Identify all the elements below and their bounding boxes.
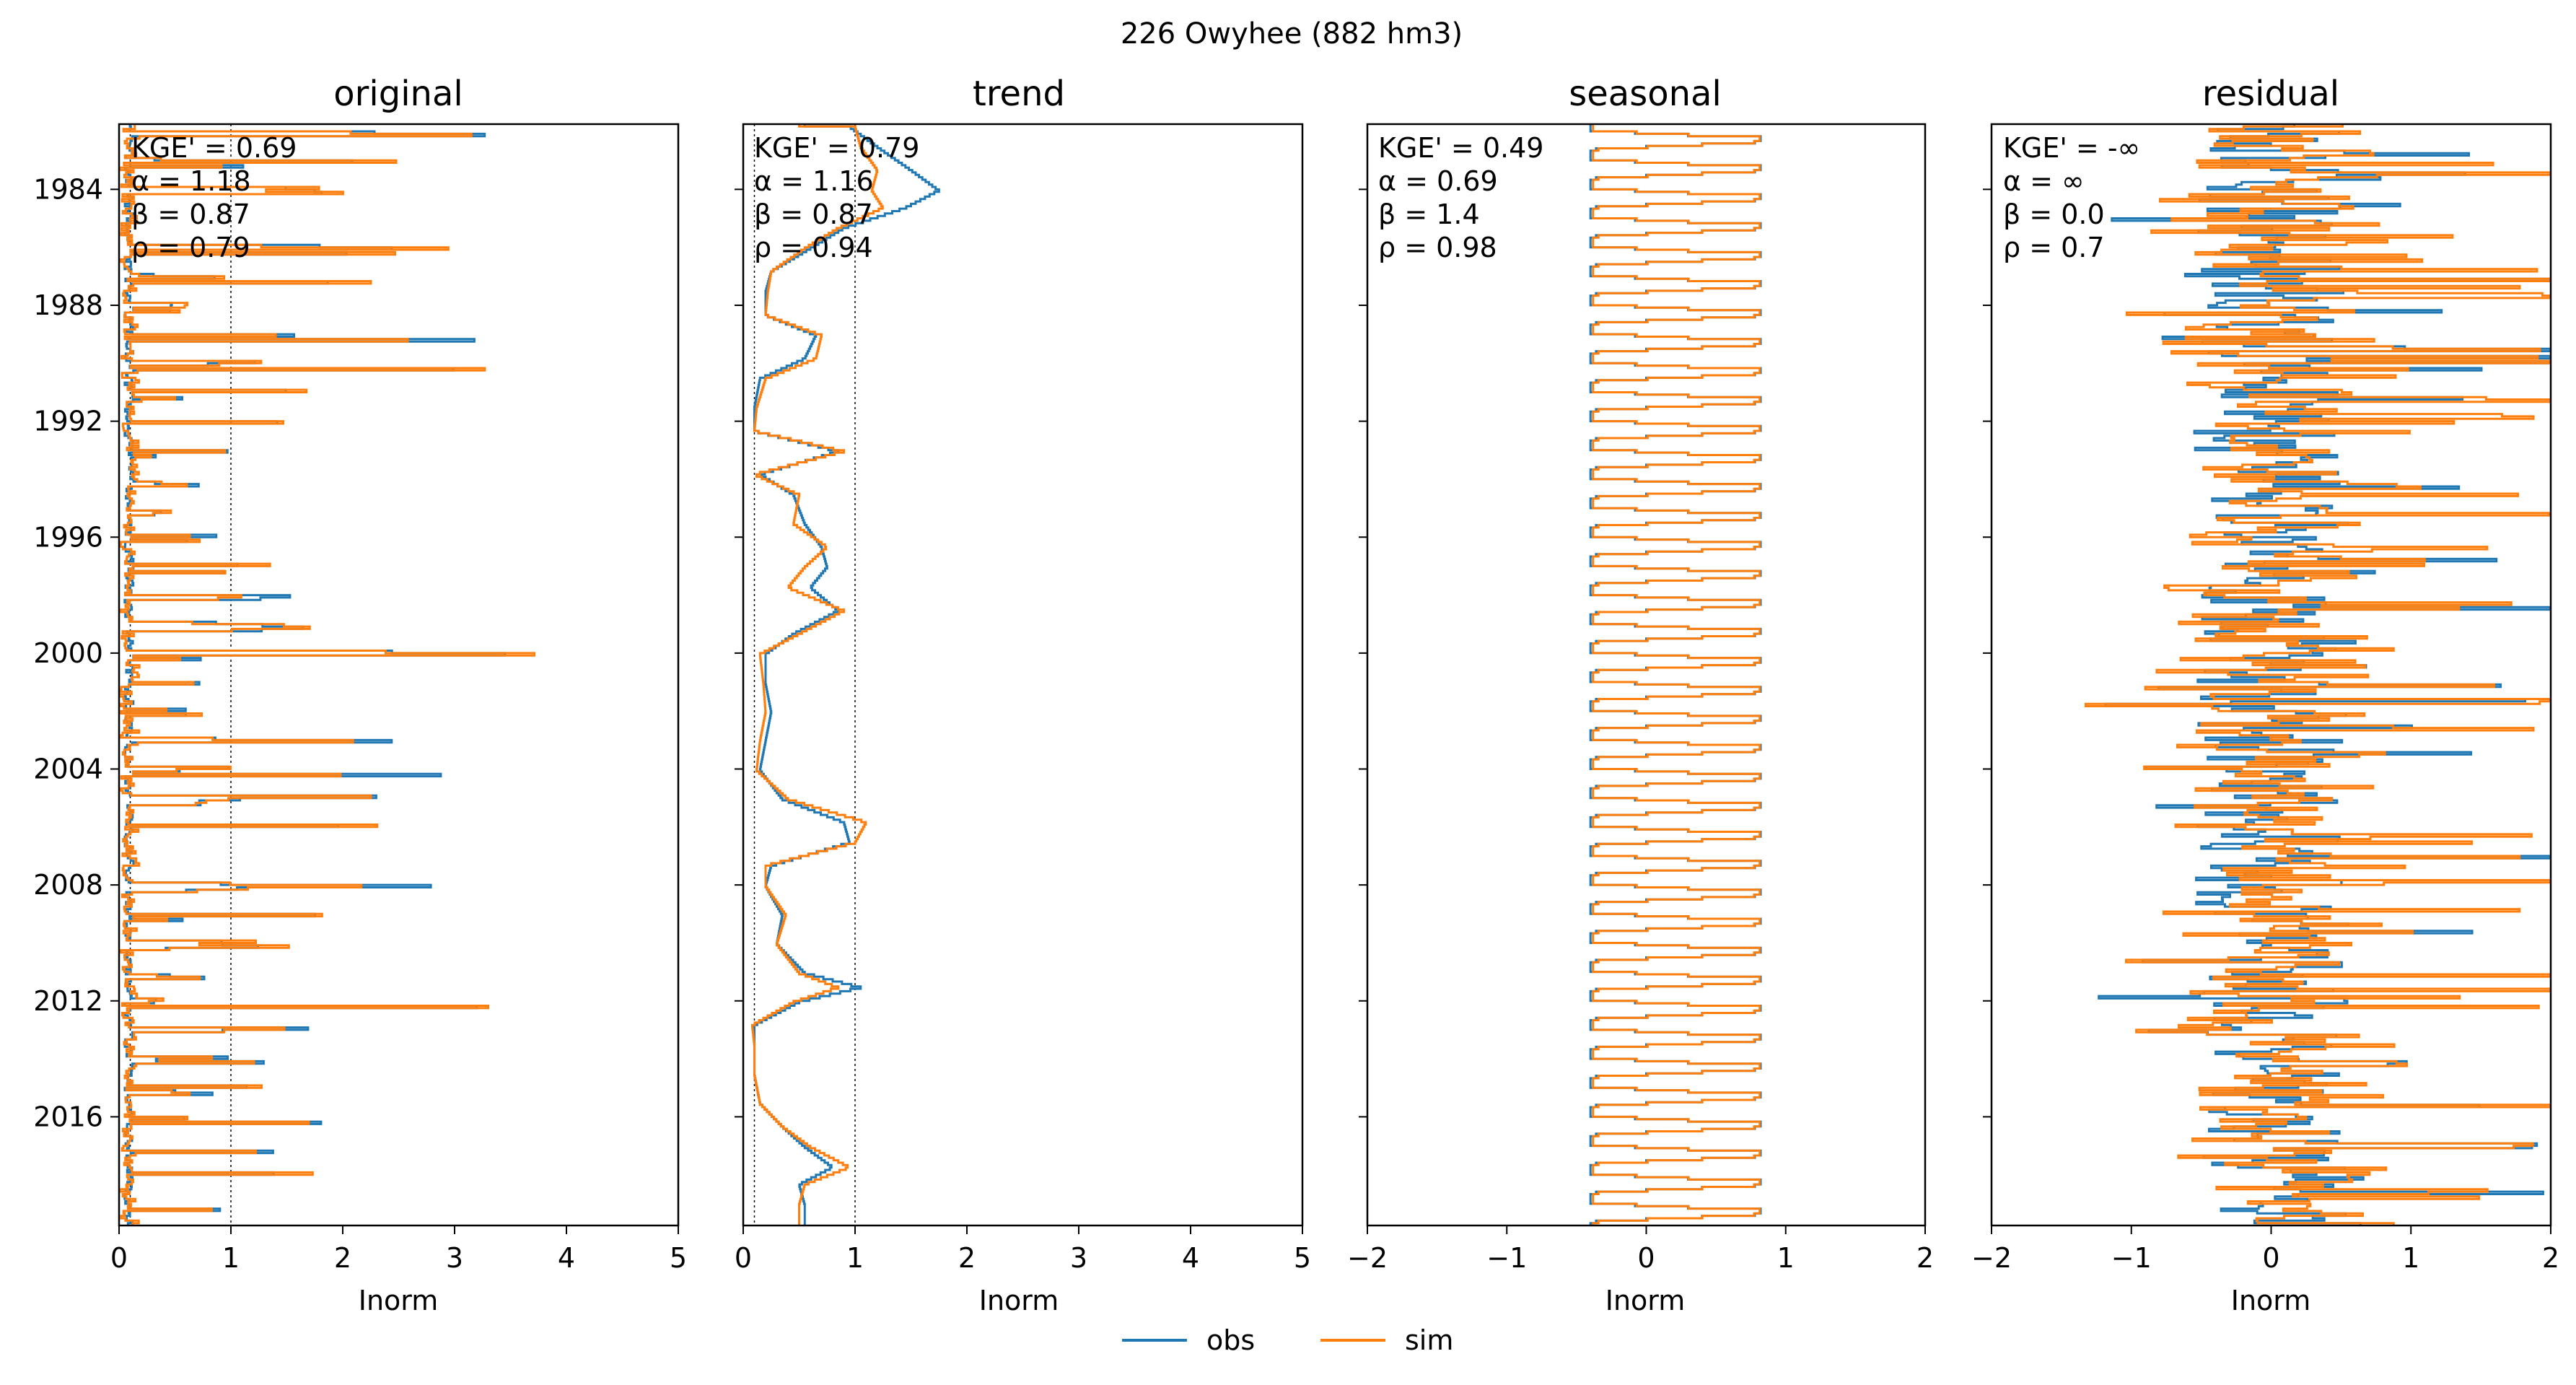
stat-rho: ρ = 0.79 <box>131 232 250 263</box>
plot-area-original: 0 1 2 3 4 5 1984 1988 1992 1996 2000 2004 2008 2012 20… <box>33 123 687 1274</box>
stat-alpha: α = 1.18 <box>131 165 251 197</box>
x-tick-label: 5 <box>670 1242 687 1274</box>
x-tick-label: 0 <box>1637 1242 1655 1274</box>
panel-xlabel-trend: Inorm <box>979 1285 1059 1316</box>
x-tick-label: −1 <box>2111 1242 2152 1274</box>
y-tick-label: 2016 <box>33 1101 103 1132</box>
series-line-sim <box>1592 124 1761 1225</box>
panel-title-original: original <box>333 74 463 114</box>
panel-xlabel-residual: Inorm <box>2231 1285 2311 1316</box>
x-tick-label: 0 <box>735 1242 752 1274</box>
panel-title-trend: trend <box>973 74 1065 114</box>
x-tick-label: 3 <box>1070 1242 1087 1274</box>
x-tick-label: 4 <box>558 1242 575 1274</box>
x-tick-label: 2 <box>2542 1242 2559 1274</box>
x-tick-label: 4 <box>1182 1242 1199 1274</box>
y-tick-label: 1992 <box>33 406 103 437</box>
y-tick-label: 1988 <box>33 289 103 321</box>
x-tick-label: −1 <box>1486 1242 1527 1274</box>
stats-box-trend: KGE' = 0.79 α = 1.16 β = 0.87 ρ = 0.94 <box>754 132 919 263</box>
panel-xlabel-seasonal: Inorm <box>1605 1285 1686 1316</box>
stat-beta: β = 0.87 <box>754 198 873 230</box>
x-tick-label: 1 <box>222 1242 240 1274</box>
y-tick-label: 2000 <box>33 637 103 669</box>
y-tick-label: 2008 <box>33 869 103 901</box>
panel-trend: trend Inorm 0 1 2 3 4 5 KGE' = 0.79 α = 1.16 … <box>735 74 1311 1316</box>
stat-beta: β = 0.87 <box>131 198 250 230</box>
series-layer <box>751 124 940 1225</box>
stats-box-original: KGE' = 0.69 α = 1.18 β = 0.87 ρ = 0.79 <box>131 132 297 263</box>
stats-box-seasonal: KGE' = 0.49 α = 0.69 β = 1.4 ρ = 0.98 <box>1378 132 1543 263</box>
stat-kge: KGE' = 0.79 <box>754 132 919 164</box>
series-line-sim <box>751 124 884 1225</box>
figure-suptitle: 226 Owyhee (882 hm3) <box>1121 17 1463 51</box>
series-layer <box>2085 124 2551 1225</box>
y-tick-label: 2012 <box>33 985 103 1017</box>
axes-frame <box>118 123 680 1227</box>
series-line-sim <box>2085 124 2551 1225</box>
legend-label-obs: obs <box>1206 1324 1255 1356</box>
stat-alpha: α = 0.69 <box>1378 165 1498 197</box>
series-layer <box>119 124 536 1225</box>
panel-original: original Inorm 0 1 2 3 4 5 1984 1988 1992 1996 200… <box>33 74 687 1316</box>
x-tick-label: 2 <box>1916 1242 1934 1274</box>
series-layer <box>1589 124 1762 1225</box>
y-tick-label: 1984 <box>33 173 103 205</box>
stat-alpha: α = 1.16 <box>754 165 874 197</box>
stat-kge: KGE' = -∞ <box>2003 132 2140 164</box>
x-tick-label: 5 <box>1294 1242 1311 1274</box>
x-tick-label: 2 <box>958 1242 976 1274</box>
stat-rho: ρ = 0.98 <box>1378 232 1497 263</box>
plot-area-residual: −2 −1 0 1 2 <box>1971 123 2559 1274</box>
x-tick-label: 1 <box>846 1242 864 1274</box>
panel-xlabel-original: Inorm <box>359 1285 439 1316</box>
stat-alpha: α = ∞ <box>2003 165 2085 197</box>
x-tick-label: 0 <box>2262 1242 2279 1274</box>
y-tick-label: 2004 <box>33 753 103 785</box>
legend-label-sim: sim <box>1405 1324 1453 1356</box>
stat-rho: ρ = 0.94 <box>754 232 873 263</box>
panel-seasonal: seasonal Inorm −2 −1 0 1 2 KGE' = 0.49 α = 0… <box>1347 74 1934 1316</box>
axes-frame <box>742 123 1304 1227</box>
series-line-obs <box>753 124 940 1225</box>
legend: obs sim <box>1122 1324 1453 1356</box>
panel-title-residual: residual <box>2202 74 2339 114</box>
y-tick-label: 1996 <box>33 521 103 553</box>
stat-kge: KGE' = 0.69 <box>131 132 297 164</box>
stats-box-residual: KGE' = -∞ α = ∞ β = 0.0 ρ = 0.7 <box>2003 132 2140 263</box>
x-tick-label: 0 <box>110 1242 128 1274</box>
x-tick-label: −2 <box>1971 1242 2012 1274</box>
x-tick-label: −2 <box>1347 1242 1388 1274</box>
stat-kge: KGE' = 0.49 <box>1378 132 1543 164</box>
plot-area-trend: 0 1 2 3 4 5 <box>735 123 1311 1274</box>
series-line-sim <box>119 124 536 1225</box>
x-tick-label: 3 <box>446 1242 463 1274</box>
stat-beta: β = 0.0 <box>2003 198 2105 230</box>
stat-beta: β = 1.4 <box>1378 198 1480 230</box>
panel-residual: residual Inorm −2 −1 0 1 2 KGE' = -∞ α = ∞ β… <box>1971 74 2559 1316</box>
x-tick-label: 2 <box>334 1242 351 1274</box>
plot-area-seasonal: −2 −1 0 1 2 <box>1347 123 1934 1274</box>
x-tick-label: 1 <box>2402 1242 2419 1274</box>
panel-title-seasonal: seasonal <box>1569 74 1722 114</box>
x-tick-label: 1 <box>1777 1242 1795 1274</box>
stat-rho: ρ = 0.7 <box>2003 232 2105 263</box>
